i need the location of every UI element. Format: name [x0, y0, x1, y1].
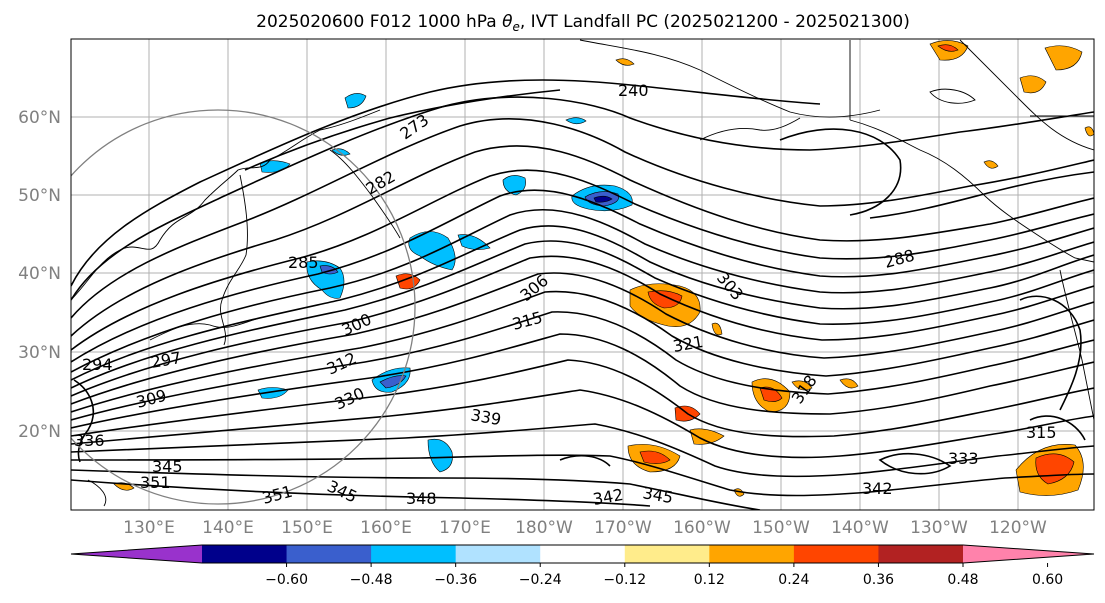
negative-pc-shading — [257, 93, 633, 473]
colorbar-tick-label: −0.60 — [265, 572, 308, 588]
colorbar-extend-min — [71, 545, 202, 563]
colorbar-extend-max — [963, 545, 1094, 563]
latitude-labels: 60°N 50°N 40°N 30°N 20°N — [18, 108, 61, 442]
colorbar-segment — [371, 545, 457, 563]
positive-pc-shading — [113, 40, 1094, 497]
colorbar-tick-label: 0.60 — [1032, 572, 1063, 588]
colorbar-tick-label: 0.48 — [947, 572, 978, 588]
svg-text:351: 351 — [140, 473, 171, 492]
lon-label: 170°W — [594, 518, 652, 538]
lon-label: 180°W — [515, 518, 573, 538]
svg-text:345: 345 — [152, 457, 183, 476]
range-ring — [71, 109, 416, 505]
colorbar-tick-label: −0.36 — [434, 572, 477, 588]
lon-label: 130°E — [123, 518, 175, 538]
lon-label: 140°E — [202, 518, 254, 538]
lat-label: 40°N — [18, 264, 61, 284]
colorbar-tick-label: −0.12 — [603, 572, 646, 588]
svg-text:285: 285 — [288, 253, 319, 272]
svg-text:342: 342 — [862, 479, 893, 498]
colorbar-segment — [540, 545, 626, 563]
colorbar-segment — [878, 545, 964, 563]
lat-label: 60°N — [18, 108, 61, 128]
svg-text:240: 240 — [618, 81, 649, 100]
colorbar-tick-label: −0.24 — [519, 572, 562, 588]
colorbar-tick-label: 0.24 — [778, 572, 809, 588]
lon-label: 150°E — [281, 518, 333, 538]
svg-text:333: 333 — [948, 449, 979, 468]
colorbar-segment — [709, 545, 795, 563]
colorbar-tick-label: 0.12 — [694, 572, 725, 588]
lon-label: 170°E — [439, 518, 491, 538]
longitude-labels: 130°E 140°E 150°E 160°E 170°E 180°W 170°… — [123, 518, 1047, 538]
colorbar: −0.60 −0.48 −0.36 −0.24 −0.12 0.12 0.24 0.36 0.4… — [70, 544, 1095, 588]
lon-label: 150°W — [752, 518, 810, 538]
colorbar-tick-label: 0.36 — [863, 572, 894, 588]
colorbar-segment — [202, 545, 288, 563]
lon-label: 130°W — [910, 518, 968, 538]
lon-label: 140°W — [831, 518, 889, 538]
lat-label: 50°N — [18, 186, 61, 206]
figure-title: 2025020600 F012 1000 hPa θe, IVT Landfal… — [256, 12, 910, 34]
colorbar-segment — [455, 545, 541, 563]
lon-label: 160°E — [360, 518, 412, 538]
lon-label: 160°W — [673, 518, 731, 538]
colorbar-tick-label: −0.48 — [350, 572, 393, 588]
colorbar-segment — [286, 545, 372, 563]
lat-label: 30°N — [18, 343, 61, 363]
map-panel: 240 273 282 285 288 294 297 300 303 306 … — [71, 39, 1094, 510]
svg-text:336: 336 — [74, 431, 105, 450]
lon-label: 120°W — [989, 518, 1047, 538]
svg-text:315: 315 — [1026, 423, 1057, 442]
svg-text:348: 348 — [406, 489, 437, 508]
svg-text:294: 294 — [82, 355, 113, 374]
map-frame — [70, 38, 1095, 511]
lat-label: 20°N — [18, 422, 61, 442]
colorbar-outline — [70, 544, 1095, 564]
colorbar-segment — [624, 545, 710, 563]
theta-e-contours — [71, 79, 1094, 510]
colorbar-segment — [793, 545, 879, 563]
contour-labels: 240 273 282 285 288 294 297 300 303 306 … — [74, 81, 1057, 509]
